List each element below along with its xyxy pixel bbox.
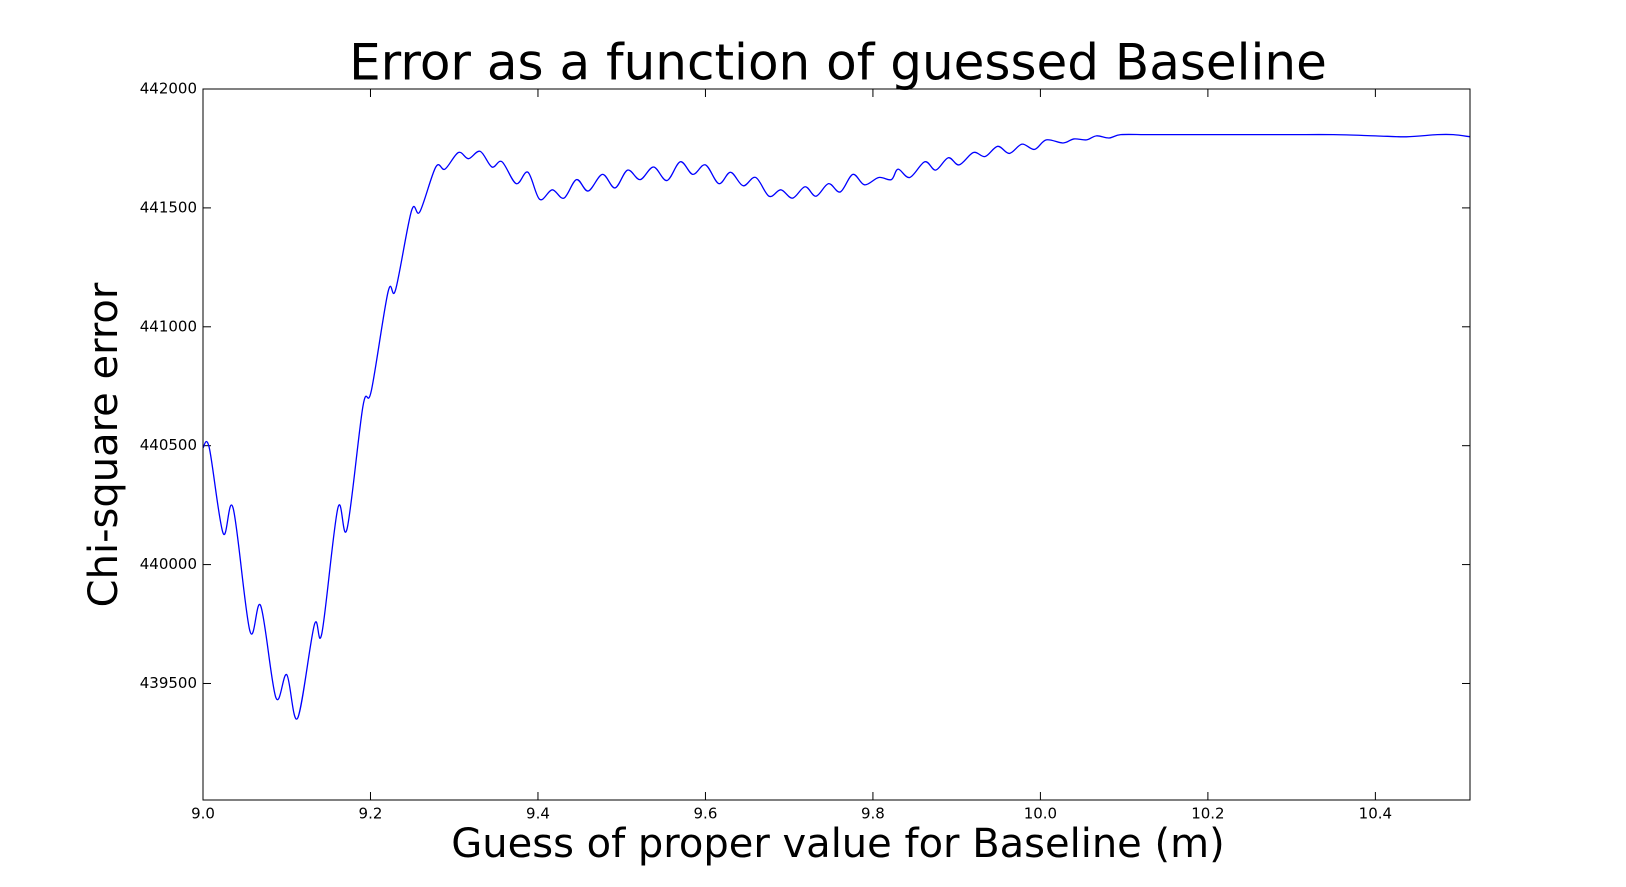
y-tick-label: 440000 bbox=[140, 555, 197, 573]
chart-title: Error as a function of guessed Baseline bbox=[349, 34, 1327, 92]
x-tick-label: 10.4 bbox=[1359, 805, 1392, 823]
y-tick-label: 440500 bbox=[140, 436, 197, 454]
y-tick-label: 442000 bbox=[140, 80, 197, 98]
y-tick-label: 441500 bbox=[140, 198, 197, 216]
x-tick-label: 9.8 bbox=[861, 805, 885, 823]
y-tick-label: 439500 bbox=[140, 674, 197, 692]
x-tick-label: 9.6 bbox=[694, 805, 718, 823]
x-tick-label: 10.0 bbox=[1024, 805, 1057, 823]
x-axis-label: Guess of proper value for Baseline (m) bbox=[451, 821, 1224, 867]
data-line bbox=[202, 133, 1471, 720]
x-tick-label: 10.2 bbox=[1191, 805, 1224, 823]
x-tick-label: 9.0 bbox=[191, 805, 215, 823]
x-tick-label: 9.2 bbox=[359, 805, 383, 823]
y-axis-label: Chi-square error bbox=[81, 282, 127, 607]
plot-frame bbox=[202, 88, 1471, 801]
y-tick-label: 441000 bbox=[140, 317, 197, 335]
x-tick-label: 9.4 bbox=[526, 805, 550, 823]
